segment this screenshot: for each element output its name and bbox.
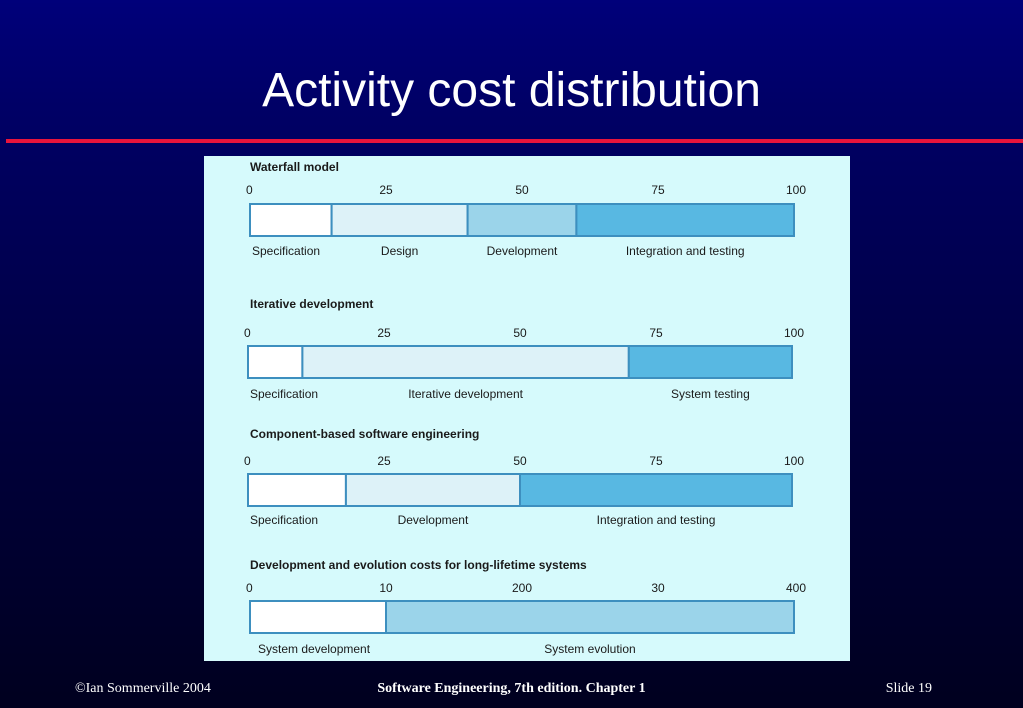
segment-label: Development <box>487 244 558 258</box>
bar-segment <box>627 345 793 379</box>
chart-title: Development and evolution costs for long… <box>250 558 587 572</box>
tick-label: 0 <box>244 454 251 468</box>
segment-label: Development <box>398 513 469 527</box>
bar-segment <box>330 203 469 237</box>
segment-label: Specification <box>250 387 318 401</box>
bar-segment <box>466 203 578 237</box>
chart-title: Component-based software engineering <box>250 427 479 441</box>
tick-label: 0 <box>246 581 253 595</box>
footer-book-title: Software Engineering, 7th edition. Chapt… <box>377 681 646 696</box>
tick-label: 100 <box>786 183 806 197</box>
footer-copyright: ©Ian Sommerville 2004 <box>75 681 211 696</box>
segment-label: Integration and testing <box>597 513 716 527</box>
segment-label: System development <box>258 642 371 656</box>
chart-panel-3: Component-based software engineering 0 25 5… <box>244 427 804 527</box>
tick-label: 100 <box>784 454 804 468</box>
bar-segment <box>344 473 521 507</box>
footer-slide-number: Slide 19 <box>885 681 932 696</box>
chart-title: Iterative development <box>250 297 373 311</box>
chart-title: Waterfall model <box>250 160 339 174</box>
tick-label: 50 <box>513 454 527 468</box>
tick-label: 50 <box>513 326 527 340</box>
tick-label: 100 <box>784 326 804 340</box>
bar-segment <box>249 600 387 634</box>
bar-segment <box>519 473 793 507</box>
segment-label: System testing <box>671 387 750 401</box>
tick-label: 25 <box>379 183 393 197</box>
segment-label: System evolution <box>544 642 635 656</box>
bar-outline <box>249 600 795 634</box>
title-divider <box>6 139 1023 143</box>
tick-label: 75 <box>649 454 663 468</box>
segment-label: Specification <box>250 513 318 527</box>
segment-label: Specification <box>252 244 320 258</box>
tick-label: 75 <box>649 326 663 340</box>
tick-label: 50 <box>515 183 529 197</box>
tick-label: 200 <box>512 581 532 595</box>
tick-label: 25 <box>377 326 391 340</box>
chart-panel-1: Waterfall model 0 25 50 75 100 Specification De… <box>246 160 806 258</box>
bar-segment <box>575 203 795 237</box>
bar-segment <box>249 203 333 237</box>
tick-label: 0 <box>244 326 251 340</box>
tick-label: 30 <box>651 581 665 595</box>
chart-panel-2: Iterative development 0 25 50 75 100 Specifica… <box>244 297 804 401</box>
bar-segment <box>301 345 630 379</box>
bar-segment <box>247 345 304 379</box>
bar-segment <box>385 600 795 634</box>
segment-label: Iterative development <box>408 387 523 401</box>
bar-outline <box>247 345 793 379</box>
bar-outline <box>249 203 795 237</box>
tick-label: 0 <box>246 183 253 197</box>
chart-panel-4: Development and evolution costs for long… <box>246 558 806 656</box>
tick-label: 25 <box>377 454 391 468</box>
slide-title: Activity cost distribution <box>262 64 761 117</box>
bar-outline <box>247 473 793 507</box>
segment-label: Integration and testing <box>626 244 745 258</box>
tick-label: 75 <box>651 183 665 197</box>
tick-label: 400 <box>786 581 806 595</box>
segment-label: Design <box>381 244 418 258</box>
tick-label: 10 <box>379 581 393 595</box>
activity-cost-figure: Waterfall model 0 25 50 75 100 Specification De… <box>204 156 850 661</box>
bar-segment <box>247 473 347 507</box>
